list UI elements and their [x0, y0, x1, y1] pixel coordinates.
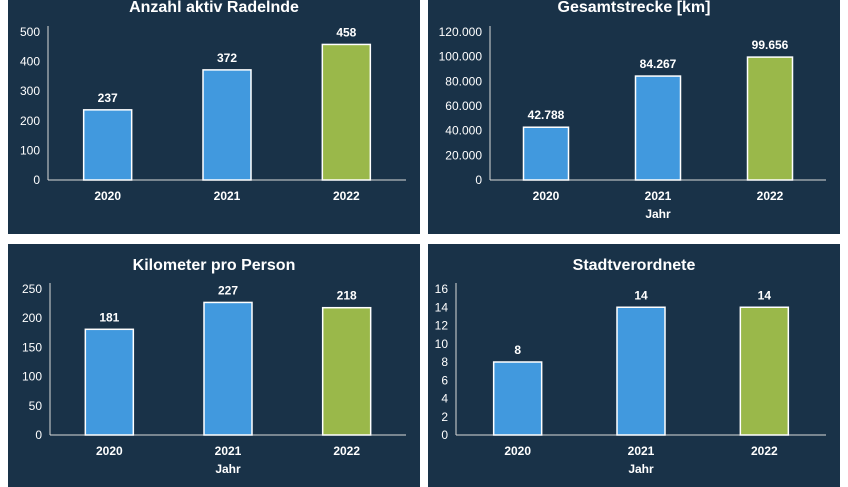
chart-panel-gesamtstrecke: Gesamtstrecke [km] Jahr 0 20.000 40.000 60.…: [428, 0, 840, 234]
x-tick-label-2021: 2021: [645, 189, 672, 203]
bar-2021: [202, 69, 252, 181]
chart-title: Anzahl aktiv Radelnde: [129, 0, 299, 16]
bar-2022: [321, 306, 372, 436]
bar-2022: [321, 43, 372, 181]
bar-chart: 0 2 4 6 8 10 12 14 16 8 2020 14 2021 14 2022: [435, 282, 826, 458]
bar-chart: 0 20.000 40.000 60.000 80.000 100.000 120.000 4…: [439, 25, 826, 203]
bar-2020: [84, 328, 135, 436]
chart-title: Gesamtstrecke [km]: [557, 0, 711, 16]
y-tick-label: 6: [441, 373, 448, 387]
bar-chart: 0 100 200 300 400 500 237 2020 372 2021 458 2022: [20, 25, 406, 203]
y-tick-label: 50: [29, 399, 43, 413]
chart-title: Kilometer pro Person: [132, 257, 296, 274]
x-tick-label-2022: 2022: [333, 444, 360, 458]
y-tick-label: 400: [20, 55, 40, 69]
data-label-2020: 181: [99, 310, 119, 324]
y-tick-label: 14: [435, 300, 449, 314]
data-label-2020: 237: [98, 91, 118, 105]
data-label-2021: 14: [634, 288, 648, 302]
data-label-2021: 227: [218, 283, 238, 297]
x-axis-label: Jahr: [628, 462, 654, 476]
data-label-2021: 84.267: [640, 57, 677, 71]
x-tick-label-2022: 2022: [757, 189, 784, 203]
bar-2021: [634, 75, 682, 181]
y-tick-label: 40.000: [445, 124, 482, 138]
y-tick-label: 60.000: [445, 99, 482, 113]
bar-chart: 0 50 100 150 200 250 181 2020 227 2021 218 2022: [22, 282, 406, 458]
y-tick-label: 20.000: [445, 148, 482, 162]
x-tick-label-2021: 2021: [628, 444, 655, 458]
y-tick-label: 10: [435, 337, 449, 351]
data-label-2022: 218: [337, 289, 357, 303]
y-tick-label: 100: [22, 370, 42, 384]
y-tick-label: 16: [435, 282, 449, 296]
y-tick-label: 0: [441, 428, 448, 442]
x-axis-label: Jahr: [215, 462, 241, 476]
y-tick-label: 200: [22, 311, 42, 325]
y-tick-label: 200: [20, 114, 40, 128]
data-label-2020: 42.788: [528, 108, 565, 122]
chart-panel-stadtverordnete: Stadtverordnete Jahr 0 2 4 6 8 10 12 14 16 8 2020 1…: [428, 244, 840, 487]
y-tick-label: 100.000: [439, 50, 483, 64]
bar-2020: [522, 126, 570, 181]
y-tick-label: 4: [441, 392, 448, 406]
y-tick-label: 120.000: [439, 25, 483, 39]
bar-2020: [492, 361, 543, 436]
data-label-2022: 99.656: [752, 38, 789, 52]
x-tick-label-2022: 2022: [751, 444, 778, 458]
y-tick-label: 12: [435, 319, 449, 333]
y-tick-label: 0: [33, 173, 40, 187]
y-tick-label: 100: [20, 143, 40, 157]
y-tick-label: 300: [20, 84, 40, 98]
data-label-2022: 14: [758, 288, 772, 302]
x-tick-label-2020: 2020: [96, 444, 123, 458]
data-label-2022: 458: [336, 25, 356, 39]
y-tick-label: 0: [475, 173, 482, 187]
data-label-2021: 372: [217, 51, 237, 65]
chart-panel-kilometer-pro-person: Kilometer pro Person Jahr 0 50 100 150 200 25…: [8, 244, 420, 487]
x-tick-label-2021: 2021: [214, 189, 241, 203]
data-label-2020: 8: [514, 343, 521, 357]
bar-2021: [203, 301, 253, 436]
y-tick-label: 500: [20, 25, 40, 39]
y-tick-label: 0: [35, 428, 42, 442]
x-axis-label: Jahr: [645, 207, 671, 221]
y-tick-label: 150: [22, 340, 42, 354]
bar-2022: [746, 56, 794, 181]
x-tick-label-2020: 2020: [94, 189, 121, 203]
chart-panel-aktiv-radelnde: Anzahl aktiv Radelnde 0 100 200 300 400 500 23…: [8, 0, 420, 234]
x-tick-label-2022: 2022: [333, 189, 360, 203]
x-tick-label-2021: 2021: [215, 444, 242, 458]
bar-2021: [616, 306, 666, 436]
bar-2020: [82, 109, 133, 181]
x-tick-label-2020: 2020: [533, 189, 560, 203]
y-tick-label: 250: [22, 282, 42, 296]
bar-2022: [739, 306, 790, 436]
y-tick-label: 80.000: [445, 74, 482, 88]
y-tick-label: 8: [441, 355, 448, 369]
x-tick-label-2020: 2020: [504, 444, 531, 458]
chart-title: Stadtverordnete: [572, 257, 696, 274]
y-tick-label: 2: [441, 410, 448, 424]
